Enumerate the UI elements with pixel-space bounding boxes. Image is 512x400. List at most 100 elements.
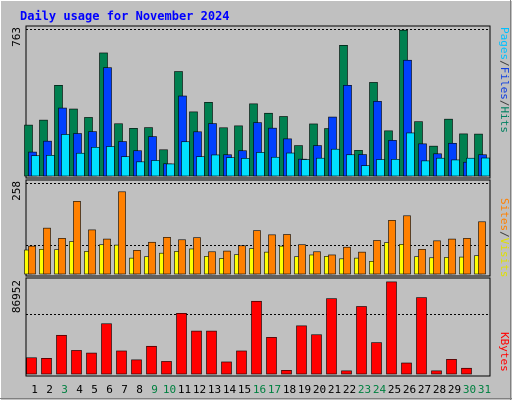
kbytes-bar	[431, 370, 442, 375]
pages-bar	[211, 154, 220, 177]
day-label: 13	[208, 383, 221, 396]
day-label: 22	[343, 383, 356, 396]
kbytes-bar	[191, 330, 202, 375]
sites-bar	[358, 251, 366, 275]
kbytes-bar	[161, 361, 172, 375]
day-label: 28	[433, 383, 446, 396]
day-label: 24	[373, 383, 387, 396]
day-label: 12	[193, 383, 206, 396]
day-label: 21	[328, 383, 341, 396]
kbytes-bar	[56, 334, 67, 375]
sites-bar	[148, 241, 156, 275]
panel-sites-visits: 258 Sites/Visits	[10, 179, 511, 278]
panel-pages-files-hits: 763 Pages/Files/Hits	[10, 25, 511, 179]
kbytes-bar	[341, 370, 352, 375]
sites-bar	[433, 240, 441, 275]
pages-bar	[361, 165, 370, 177]
kbytes-bar	[356, 306, 367, 375]
sites-bar	[73, 201, 81, 275]
panel-mid-bars	[24, 191, 486, 275]
sites-bar	[178, 239, 186, 275]
kbytes-bar	[131, 359, 142, 375]
kbytes-bar	[236, 350, 247, 375]
sites-bar	[388, 220, 396, 275]
sites-bar	[58, 238, 66, 275]
day-label: 6	[106, 383, 113, 396]
sites-bar	[328, 254, 336, 275]
legend-entry: /	[498, 60, 511, 67]
pages-bar	[46, 155, 55, 177]
pages-bar	[421, 160, 430, 177]
panel-kbytes: 86952 KBytes	[10, 277, 511, 377]
sites-bar	[163, 237, 171, 275]
kbytes-bar	[26, 357, 37, 375]
sites-bar	[403, 215, 411, 275]
pages-bar	[316, 157, 325, 177]
sites-bar	[88, 229, 96, 275]
day-label: 8	[136, 383, 143, 396]
sites-bar	[193, 237, 201, 275]
panel-bot-max-label: 86952	[10, 280, 23, 313]
pages-bar	[436, 157, 445, 177]
sites-bar	[118, 191, 126, 275]
day-label: 30	[463, 383, 476, 396]
day-label: 18	[283, 383, 296, 396]
sites-bar	[448, 238, 456, 275]
kbytes-bar	[266, 337, 277, 375]
kbytes-bar	[41, 358, 52, 375]
day-label: 29	[448, 383, 461, 396]
kbytes-bar	[461, 367, 472, 375]
sites-bar	[208, 251, 216, 275]
day-label: 3	[61, 383, 68, 396]
day-label: 31	[478, 383, 491, 396]
sites-bar	[43, 227, 51, 275]
pages-bar	[376, 159, 385, 177]
chart-title: Daily usage for November 2024	[20, 9, 230, 23]
day-label: 5	[91, 383, 98, 396]
day-label: 17	[268, 383, 281, 396]
kbytes-bar	[371, 342, 382, 375]
sites-bar	[418, 249, 426, 275]
day-label: 9	[151, 383, 158, 396]
pages-bar	[196, 156, 205, 177]
day-label: 26	[403, 383, 416, 396]
pages-bar	[256, 152, 265, 177]
kbytes-bar	[281, 370, 292, 375]
legend-entry: /	[498, 100, 511, 107]
pages-bar	[76, 152, 85, 177]
kbytes-bar	[101, 323, 112, 375]
kbytes-bar	[416, 297, 427, 375]
kbytes-bar	[311, 334, 322, 375]
day-label: 14	[223, 383, 237, 396]
day-label: 19	[298, 383, 311, 396]
kbytes-bar	[326, 298, 337, 375]
pages-bar	[91, 146, 100, 177]
sites-bar	[238, 245, 246, 275]
pages-bar	[406, 132, 415, 177]
kbytes-bar	[386, 281, 397, 375]
day-label: 7	[121, 383, 128, 396]
sites-bar	[463, 238, 471, 275]
sites-bar	[223, 250, 231, 275]
sites-bar	[268, 234, 276, 275]
pages-bar	[166, 163, 175, 177]
kbytes-bar	[446, 359, 457, 375]
panel-top-legend: Pages/Files/Hits	[498, 27, 511, 133]
day-label: 27	[418, 383, 431, 396]
kbytes-bar	[401, 362, 412, 375]
pages-bar	[301, 159, 310, 177]
sites-bar	[283, 234, 291, 275]
legend-entry: Pages	[498, 27, 511, 60]
kbytes-bar	[86, 352, 97, 375]
legend-entry: Visits	[498, 238, 511, 278]
day-label: 1	[31, 383, 38, 396]
panel-top-max-label: 763	[10, 27, 23, 47]
pages-bar	[121, 156, 130, 177]
sites-bar	[313, 251, 321, 275]
pages-bar	[61, 134, 70, 177]
kbytes-bar	[296, 325, 307, 375]
sites-bar	[28, 245, 36, 275]
pages-bar	[331, 148, 340, 177]
sites-bar	[343, 246, 351, 275]
panel-bot-bars	[26, 281, 472, 375]
